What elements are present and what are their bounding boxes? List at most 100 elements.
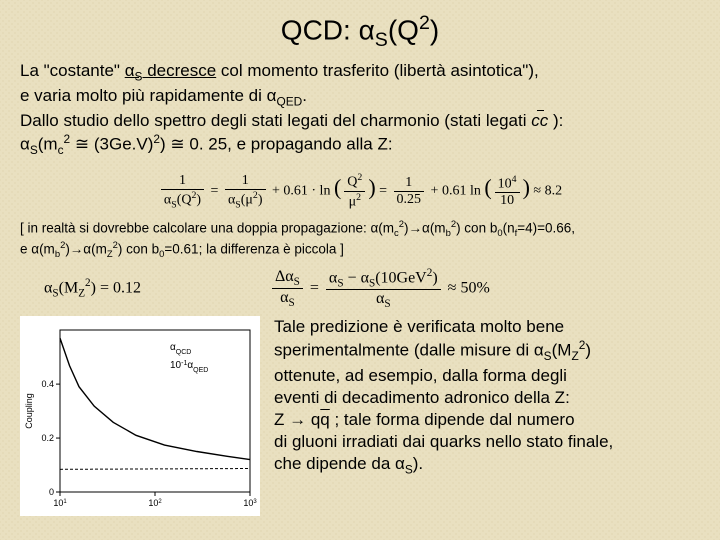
p1-l4c: (m — [38, 134, 58, 153]
p1-l3b: ): — [548, 111, 563, 130]
f5na: 10 — [498, 176, 512, 191]
rt2b: α — [534, 341, 544, 360]
f5nb: 4 — [512, 174, 517, 185]
frac-4: 10.25 — [394, 175, 425, 208]
n2g: ) con b — [118, 241, 159, 256]
f3db: 2 — [356, 192, 361, 203]
feq2: = — [379, 184, 390, 199]
n1h: ) con b — [456, 220, 497, 235]
slide-title: QCD: αS(Q2) — [20, 12, 700, 52]
ing: ) — [432, 269, 437, 286]
secondary-equation: αS(MZ2) = 0.12 ΔαSαS = αS − αS(10GeV2)αS… — [44, 267, 700, 311]
f4d: 0.25 — [394, 192, 425, 208]
svg-text:0.2: 0.2 — [41, 433, 54, 443]
title-sub: S — [375, 29, 388, 51]
p1-l2b: α — [267, 86, 277, 105]
chart-svg: Coupling00.20.4101102103αQCD10-1αQED — [20, 316, 260, 516]
e2c: (M — [59, 279, 79, 296]
n1b: α(m — [371, 220, 395, 235]
n1j: (n — [503, 220, 515, 235]
main-formula: 1αS(Q2) = 1αS(μ2) + 0.61 · ln (Q2μ2) = 1… — [20, 172, 700, 210]
bar-icon — [537, 110, 544, 111]
p1-l4b: S — [30, 143, 38, 157]
fdiffn: αS − αS(10GeV2) — [326, 267, 441, 291]
ccbar: cc — [531, 111, 548, 130]
e2j: ≈ 50% — [448, 279, 490, 296]
frac-2: 1αS(μ2) — [225, 173, 266, 210]
n2a: e α(m — [20, 241, 55, 256]
f1dc: (Q — [177, 192, 192, 207]
svg-text:Coupling: Coupling — [24, 394, 34, 430]
f5d: 10 — [495, 193, 520, 209]
f1d: αS(Q2) — [161, 190, 204, 210]
fplus2: + 0.61 ln — [431, 184, 481, 199]
intro-paragraph: La "costante" αS decresce col momento tr… — [20, 60, 700, 158]
gna: Δα — [275, 268, 294, 285]
p1-l1e: col momento trasferito (libertà asintoti… — [216, 61, 539, 80]
rt1: Tale predizione è verificata molto bene — [274, 317, 564, 336]
f3n: Q2 — [344, 172, 365, 192]
idb: S — [384, 298, 390, 310]
title-alpha: α — [359, 14, 375, 45]
gdb: S — [289, 297, 295, 309]
frac-1: 1αS(Q2) — [161, 173, 204, 210]
fdn: ΔαS — [272, 268, 303, 289]
slide-root: QCD: αS(Q2) La "costante" αS decresce co… — [0, 0, 720, 540]
rt2g: ) — [585, 341, 591, 360]
rt5a: Z → q — [274, 410, 320, 429]
rt2c: S — [544, 349, 552, 363]
rt4: eventi di decadimento adronico della Z: — [274, 388, 570, 407]
svg-text:0.4: 0.4 — [41, 379, 54, 389]
p1-cc: cc — [531, 111, 548, 130]
formula-body: 1αS(Q2) = 1αS(μ2) + 0.61 · ln (Q2μ2) = 1… — [158, 172, 562, 210]
frac-diff: αS − αS(10GeV2)αS — [326, 267, 441, 311]
rt5b: q — [320, 410, 329, 429]
rt2e: Z — [571, 349, 578, 363]
f3nb: 2 — [357, 172, 362, 183]
coupling-chart: Coupling00.20.4101102103αQCD10-1αQED — [20, 316, 260, 516]
n2d: )→α(m — [65, 241, 107, 256]
f3da: μ — [349, 195, 357, 210]
f5n: 104 — [495, 174, 520, 194]
rt7a: che dipende da — [274, 454, 395, 473]
e2d: Z — [78, 287, 85, 299]
rt2d: (M — [552, 341, 572, 360]
lower-row: Coupling00.20.4101102103αQCD10-1αQED Tal… — [20, 316, 700, 516]
f2dc: (μ — [241, 192, 253, 207]
footnote: [ in realtà si dovrebbe calcolare una do… — [20, 219, 700, 261]
n1e: )→α(m — [404, 220, 446, 235]
p1-underline: αS decresce — [125, 61, 216, 80]
n1a: [ in realtà si dovrebbe calcolare una do… — [20, 220, 371, 235]
feq1: = — [211, 184, 222, 199]
rt6: di gluoni irradiati dai quarks nello sta… — [274, 432, 613, 451]
n1l: =4)=0.66, — [517, 220, 575, 235]
p1-l3a: Dallo studio dello spettro degli stati l… — [20, 111, 531, 130]
f1n: 1 — [161, 173, 204, 190]
f2n: 1 — [225, 173, 266, 190]
f2d: αS(μ2) — [225, 190, 266, 210]
p1-l1b: α — [125, 61, 135, 80]
p1-l1d: decresce — [142, 61, 216, 80]
p1-l4f: ≅ (3Ge.V) — [70, 134, 153, 153]
p1-l2d: . — [302, 86, 307, 105]
p1-l4h: ) ≅ 0. 25, e propagando alla Z: — [160, 134, 393, 153]
rt7b: α — [395, 454, 405, 473]
frac-delta: ΔαSαS — [272, 268, 303, 309]
p1-l4a: α — [20, 134, 30, 153]
rt3: ottenute, ad esempio, dalla forma degli — [274, 366, 567, 385]
n2i: =0.61; la differenza è piccola ] — [164, 241, 344, 256]
fplus1: + 0.61 · ln — [272, 184, 330, 199]
gda: α — [280, 289, 288, 306]
title-arg: (Q — [388, 14, 419, 45]
f3d: μ2 — [344, 192, 365, 211]
frac-5: 10410 — [495, 174, 520, 210]
f2de: ) — [258, 192, 263, 207]
rt2a: sperimentalmente (dalle misure di — [274, 341, 534, 360]
e2h: = — [310, 279, 323, 296]
fdd: αS — [272, 289, 303, 309]
title-sup: 2 — [419, 12, 430, 34]
fapprox: ≈ 8.2 — [533, 184, 562, 199]
svg-text:0: 0 — [49, 487, 54, 497]
inc: − α — [344, 269, 369, 286]
e2f: ) = 0.12 — [91, 279, 141, 296]
